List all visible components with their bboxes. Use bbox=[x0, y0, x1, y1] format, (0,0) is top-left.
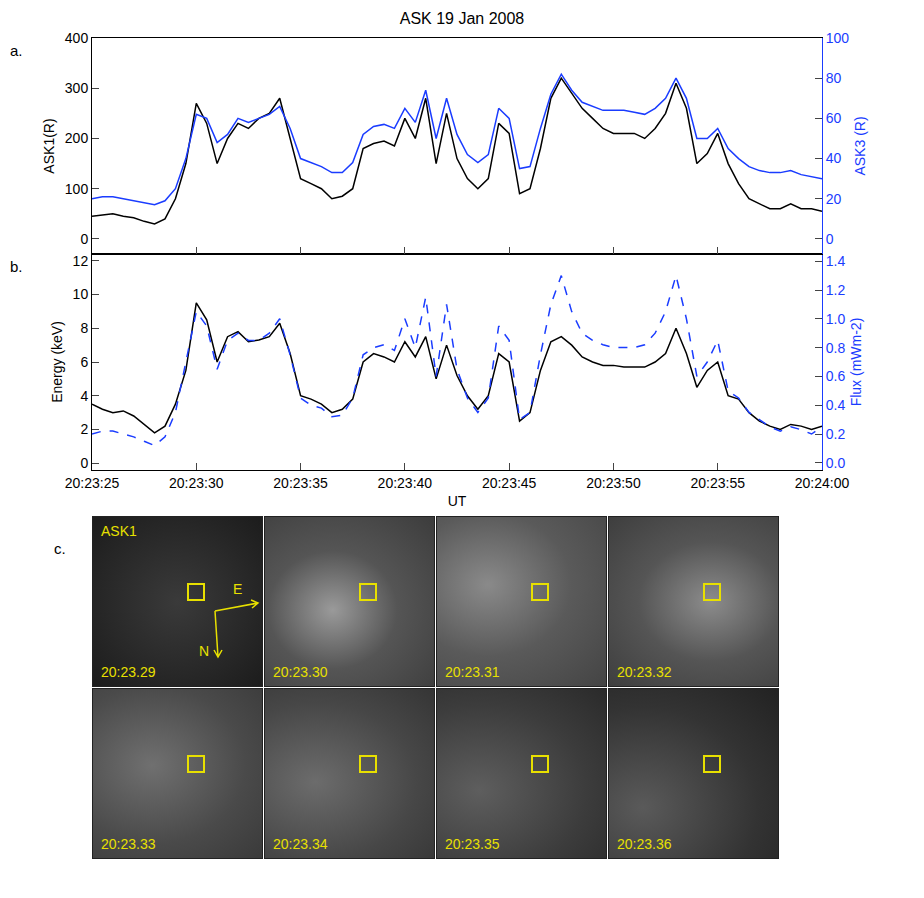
svg-text:10: 10 bbox=[73, 286, 89, 302]
svg-text:20:23:30: 20:23:30 bbox=[169, 475, 224, 491]
html-text:ASK1: ASK1 bbox=[101, 523, 137, 539]
html-text:E: E bbox=[233, 581, 243, 597]
svg-text:1.4: 1.4 bbox=[826, 253, 846, 269]
html-text:20:23.33: 20:23.33 bbox=[101, 836, 156, 852]
html-text:N: N bbox=[199, 643, 210, 659]
svg-text:0.8: 0.8 bbox=[826, 340, 846, 356]
svg-text:12: 12 bbox=[73, 253, 89, 269]
html-text:20:23.34: 20:23.34 bbox=[273, 836, 328, 852]
svg-text:1.2: 1.2 bbox=[826, 282, 846, 298]
svg-text:ASK3 (R): ASK3 (R) bbox=[852, 116, 868, 175]
svg-text:0.4: 0.4 bbox=[826, 397, 846, 413]
svg-text:60: 60 bbox=[826, 110, 842, 126]
svg-text:8: 8 bbox=[80, 320, 88, 336]
svg-text:80: 80 bbox=[826, 70, 842, 86]
svg-text:1.0: 1.0 bbox=[826, 311, 846, 327]
svg-text:20:23:40: 20:23:40 bbox=[378, 475, 433, 491]
html-text:20:23.31: 20:23.31 bbox=[445, 664, 500, 680]
svg-text:20:23:35: 20:23:35 bbox=[273, 475, 328, 491]
html-text:20:23.29: 20:23.29 bbox=[101, 664, 156, 680]
svg-text:ASK1(R): ASK1(R) bbox=[41, 118, 57, 173]
svg-text:0.6: 0.6 bbox=[826, 368, 846, 384]
svg-text:0.2: 0.2 bbox=[826, 426, 846, 442]
svg-text:20:23:45: 20:23:45 bbox=[482, 475, 537, 491]
svg-text:UT: UT bbox=[448, 493, 467, 509]
svg-text:6: 6 bbox=[80, 354, 88, 370]
svg-text:0.0: 0.0 bbox=[826, 455, 846, 471]
svg-text:200: 200 bbox=[65, 130, 89, 146]
svg-text:20:23:55: 20:23:55 bbox=[690, 475, 745, 491]
svg-text:300: 300 bbox=[65, 80, 89, 96]
svg-text:4: 4 bbox=[80, 388, 88, 404]
svg-text:b.: b. bbox=[10, 258, 23, 275]
svg-text:2: 2 bbox=[80, 421, 88, 437]
svg-text:Energy (keV): Energy (keV) bbox=[49, 321, 65, 403]
svg-text:ASK 19 Jan 2008: ASK 19 Jan 2008 bbox=[400, 10, 525, 27]
html-text:20:23.36: 20:23.36 bbox=[617, 836, 672, 852]
svg-text:20: 20 bbox=[826, 191, 842, 207]
svg-text:400: 400 bbox=[65, 30, 89, 46]
svg-text:20:23:50: 20:23:50 bbox=[586, 475, 641, 491]
html-text:c.: c. bbox=[54, 540, 66, 557]
svg-text:100: 100 bbox=[826, 30, 850, 46]
svg-text:100: 100 bbox=[65, 181, 89, 197]
svg-text:Flux (mWm-2): Flux (mWm-2) bbox=[848, 318, 864, 407]
svg-text:40: 40 bbox=[826, 150, 842, 166]
svg-text:20:24:00: 20:24:00 bbox=[795, 475, 850, 491]
html-text:20:23.35: 20:23.35 bbox=[445, 836, 500, 852]
html-text:20:23.32: 20:23.32 bbox=[617, 664, 672, 680]
svg-text:0: 0 bbox=[80, 455, 88, 471]
html-text:20:23.30: 20:23.30 bbox=[273, 664, 328, 680]
svg-text:20:23:25: 20:23:25 bbox=[65, 475, 120, 491]
svg-text:0: 0 bbox=[826, 231, 834, 247]
svg-text:0: 0 bbox=[80, 231, 88, 247]
svg-text:a.: a. bbox=[10, 42, 23, 59]
